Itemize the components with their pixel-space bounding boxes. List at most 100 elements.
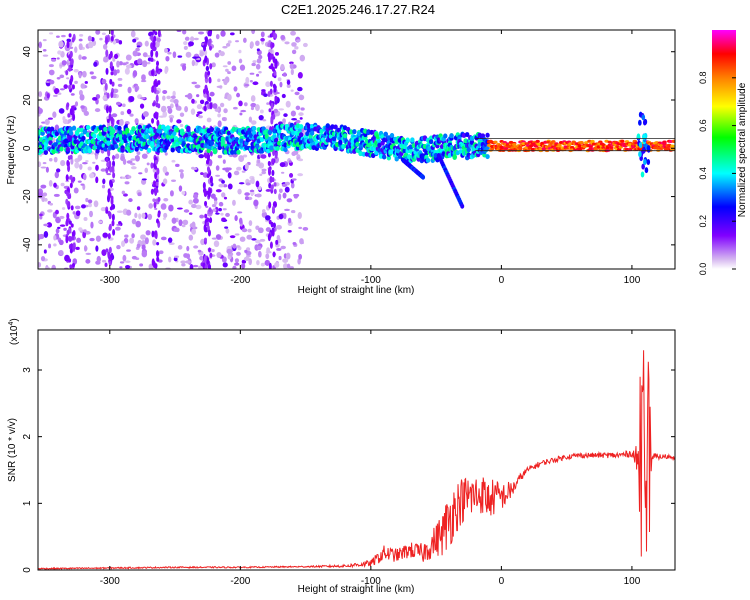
spectrogram-speckle	[70, 205, 74, 211]
spectrogram-speckle	[265, 81, 271, 88]
spectrogram-speckle	[168, 204, 174, 212]
spectrogram-speckle	[169, 190, 174, 197]
spectrogram-speckle	[238, 49, 242, 54]
spectrogram-speckle	[222, 65, 228, 68]
spectrogram-speckle	[45, 80, 50, 84]
spectrogram-speckle	[284, 41, 290, 45]
spectrogram-ridge-cell	[283, 147, 288, 153]
spectrogram-speckle	[203, 152, 207, 158]
spectrogram-ridge-cell	[106, 140, 111, 146]
spectrogram-speckle	[282, 72, 287, 77]
chart-title: C2E1.2025.246.17.27.R24	[281, 2, 435, 17]
spectrogram-speckle	[241, 170, 246, 173]
spectrogram-speckle	[238, 58, 243, 64]
spectrogram-speckle	[51, 264, 56, 269]
spectrogram-ridge-cell	[259, 137, 265, 143]
colorbar-tick-label: 0.8	[698, 72, 708, 85]
spectrogram-ridge-cell	[306, 123, 312, 129]
spectrogram-speckle	[299, 54, 306, 62]
spectrogram-speckle	[121, 176, 127, 179]
spectrogram-speckle	[74, 80, 78, 85]
spectrogram-speckle	[105, 167, 109, 174]
spectrogram-speckle	[274, 63, 278, 69]
spectrogram-speckle	[107, 150, 111, 157]
spectrogram-speckle	[299, 117, 303, 120]
spectrogram-speckle	[255, 104, 260, 112]
spectrogram-speckle	[278, 213, 284, 220]
spectrogram-speckle	[105, 248, 109, 253]
spectrogram-speckle	[69, 264, 73, 269]
spectrogram-speckle	[98, 220, 103, 224]
spectrogram-speckle	[276, 224, 282, 230]
spectrogram-speckle	[43, 249, 47, 254]
spectrogram-speckle	[236, 245, 241, 248]
spectrogram-speckle	[105, 67, 109, 75]
spectrogram-speckle	[203, 255, 207, 263]
spectrogram-speckle	[206, 190, 210, 195]
spectrogram-speckle	[70, 74, 74, 83]
spectrogram-speckle	[185, 260, 192, 264]
snr-panel: -300 -200 -100 0 100 0 1 2 3 Height of straight …	[7, 318, 676, 595]
spectrogram-speckle	[118, 40, 123, 45]
spectrogram-speckle	[106, 161, 110, 168]
spectrogram-ridge-cell	[652, 146, 658, 150]
spectrogram-speckle	[69, 182, 73, 189]
spectrogram-speckle	[207, 70, 211, 76]
spectrogram-speckle	[66, 77, 70, 80]
spectrogram-speckle	[270, 184, 274, 191]
spectrogram-speckle	[130, 30, 136, 38]
spectrogram-ridge-cell	[68, 130, 74, 136]
spectrogram-speckle	[73, 187, 79, 194]
spectrogram-speckle	[194, 61, 199, 66]
spectrogram-speckle	[59, 224, 66, 227]
spectrogram-speckle	[293, 194, 298, 199]
spectrogram-speckle	[66, 159, 70, 167]
spectrogram-speckle	[165, 55, 170, 62]
spectrogram-speckle	[208, 97, 212, 102]
spectrogram-speckle	[259, 173, 263, 176]
snr-multiplier: (x104)	[8, 318, 20, 345]
spectrogram-speckle	[248, 220, 253, 227]
spectrogram-speckle	[208, 78, 212, 84]
spectrogram-speckle	[178, 169, 184, 173]
spectrogram-speckle	[257, 186, 262, 191]
spectrogram-ytick-label: -20	[22, 189, 33, 204]
colorbar-tick-label: 0.2	[698, 215, 708, 228]
spectrogram-speckle	[250, 102, 257, 108]
spectrogram-speckle	[65, 235, 69, 244]
spectrogram-speckle	[204, 200, 208, 207]
spectrogram-speckle	[109, 206, 113, 211]
spectrogram-speckle	[78, 72, 82, 79]
spectrogram-speckle	[43, 223, 49, 227]
spectrogram-ridge-cell	[618, 145, 623, 149]
spectrogram-speckle	[179, 123, 184, 128]
spectrogram-ridge-cell	[320, 137, 326, 143]
spectrogram-speckle	[271, 205, 275, 213]
spectrogram-speckle	[127, 86, 132, 94]
spectrogram-ridge-cell	[641, 163, 645, 170]
spectrogram-ridge-cell	[452, 154, 457, 160]
spectrogram-ridge-cell	[220, 136, 226, 142]
spectrogram-speckle	[102, 232, 109, 238]
spectrogram-speckle	[184, 105, 189, 113]
spectrogram-speckle	[49, 32, 54, 35]
spectrogram-speckle	[294, 91, 300, 96]
spectrogram-ridge-cell	[101, 130, 106, 136]
spectrogram-speckle	[57, 92, 62, 95]
spectrogram-speckle	[253, 199, 259, 207]
spectrogram-speckle	[181, 224, 186, 228]
spectrogram-ridge-cell	[150, 141, 155, 147]
spectrogram-speckle	[213, 240, 220, 248]
spectrogram-speckle	[88, 41, 94, 49]
spectrogram-speckle	[157, 30, 161, 38]
spectrogram-speckle	[46, 222, 53, 228]
spectrogram-speckle	[282, 258, 289, 263]
spectrogram-speckle	[54, 171, 60, 179]
spectrogram-speckle	[266, 102, 270, 105]
spectrogram-speckle	[191, 228, 196, 235]
spectrogram-speckle	[267, 161, 271, 166]
spectrogram-speckle	[204, 71, 208, 80]
spectrogram-ridge-cell	[251, 130, 257, 136]
spectrogram-speckle	[45, 266, 50, 269]
spectrogram-speckle	[268, 108, 272, 113]
